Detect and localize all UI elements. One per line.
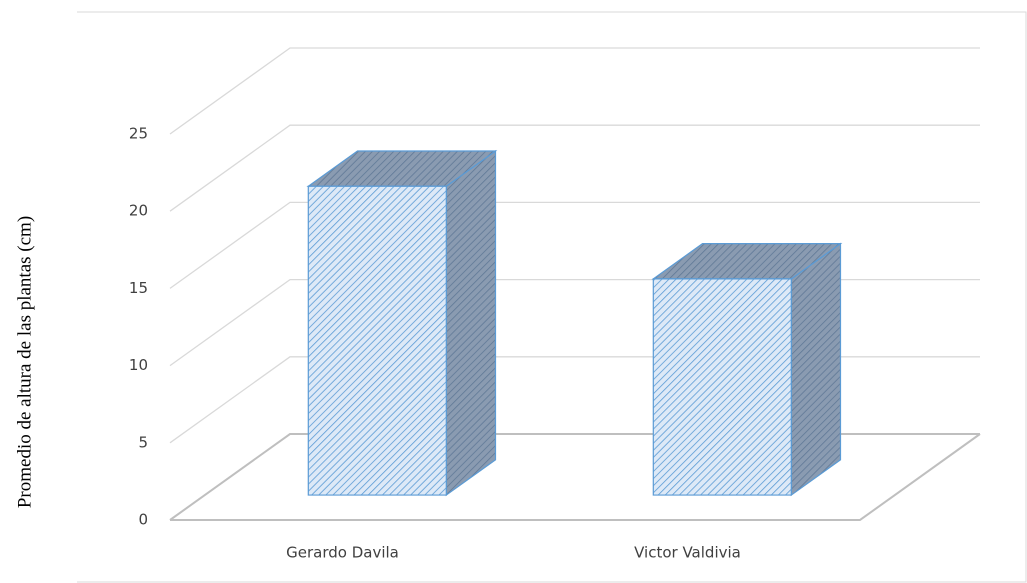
y-tick-label: 10 bbox=[129, 356, 148, 374]
x-tick-label: Victor Valdivia bbox=[634, 544, 741, 562]
y-tick-label: 15 bbox=[129, 279, 148, 297]
y-tick-label: 25 bbox=[129, 125, 148, 143]
y-tick-label: 5 bbox=[138, 433, 148, 451]
bar bbox=[306, 149, 498, 497]
grid-line bbox=[169, 47, 980, 135]
grid-line bbox=[169, 356, 980, 444]
x-tick-label: Gerardo Davila bbox=[286, 544, 399, 562]
floor-line bbox=[169, 433, 980, 521]
y-axis-title: Promedio de altura de las plantas (cm) bbox=[14, 216, 35, 508]
chart-border bbox=[77, 11, 1027, 583]
bar bbox=[651, 242, 843, 497]
floor-edge bbox=[170, 433, 981, 521]
grid-line bbox=[169, 124, 980, 212]
y-tick-label: 20 bbox=[129, 202, 148, 220]
y-tick-label: 0 bbox=[138, 511, 148, 529]
grid-line bbox=[169, 201, 980, 289]
bar-side bbox=[445, 149, 497, 497]
bar-front bbox=[307, 185, 447, 496]
grid-line bbox=[169, 278, 980, 367]
bar-side bbox=[790, 242, 842, 497]
bar-front bbox=[652, 278, 792, 496]
